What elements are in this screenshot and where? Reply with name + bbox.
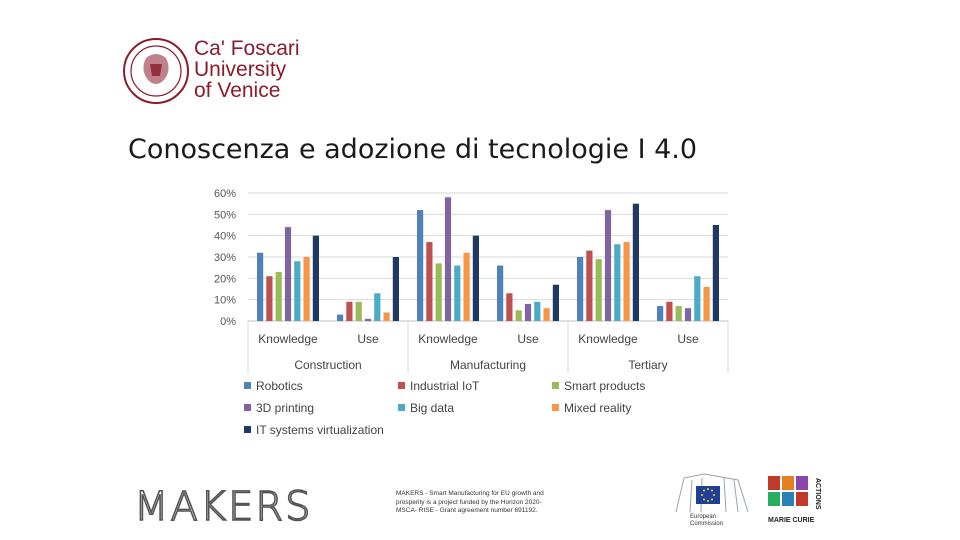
bar-it-systems-virtualization [552, 284, 559, 321]
y-tick-label: 40% [214, 231, 236, 243]
bar-smart-products [355, 301, 362, 321]
bar-industrial-iot [266, 276, 273, 321]
legend-label: Robotics [256, 379, 303, 393]
bar-industrial-iot [426, 242, 433, 321]
bar-mixed-reality [463, 252, 470, 321]
bar-it-systems-virtualization [472, 235, 479, 321]
slide-title: Conoscenza e adozione di tecnologie I 4.… [128, 134, 698, 165]
bar-mixed-reality [383, 312, 390, 321]
y-tick-label: 10% [214, 295, 236, 307]
legend-swatch [244, 382, 251, 389]
bar-smart-products [515, 310, 522, 321]
makers-logo: MAKERS [134, 484, 309, 526]
bar-big-data [534, 301, 541, 321]
funding-disclaimer: MAKERS - Smart Manufacturing for EU grow… [396, 490, 544, 514]
bar-robotics [577, 257, 584, 321]
actions-label: ACTIONS [814, 478, 821, 510]
bar-it-systems-virtualization [712, 225, 719, 321]
x-group-label: Manufacturing [450, 358, 526, 372]
bar-big-data [294, 261, 301, 321]
bar-big-data [614, 244, 621, 321]
x-tick-label: Use [357, 332, 379, 346]
bar-smart-products [675, 306, 682, 321]
university-name-line-2: University [194, 58, 287, 81]
bar-3d-printing [364, 318, 372, 321]
bar-3d-printing [284, 227, 292, 321]
legend-swatch [552, 382, 559, 389]
bar-industrial-iot [586, 250, 593, 321]
bar-robotics [657, 306, 664, 321]
european-commission-logo: European Commission [675, 473, 749, 527]
bar-3d-printing [524, 303, 532, 321]
legend-swatch [398, 404, 405, 411]
legend-label: IT systems virtualization [256, 423, 384, 437]
bar-3d-printing [684, 308, 692, 321]
y-tick-label: 0% [220, 316, 236, 328]
marie-curie-actions-logo: ACTIONS MARIE CURIE [768, 476, 821, 524]
bar-mixed-reality [623, 242, 630, 321]
x-tick-label: Knowledge [578, 332, 638, 346]
bar-smart-products [595, 259, 602, 321]
bar-it-systems-virtualization [312, 235, 319, 321]
university-logo [123, 38, 189, 104]
x-tick-label: Knowledge [418, 332, 478, 346]
legend-label: Smart products [564, 379, 645, 393]
x-group-label: Construction [294, 358, 361, 372]
university-name: Ca' Foscari University of Venice [194, 38, 300, 101]
bar-it-systems-virtualization [632, 203, 639, 321]
y-tick-label: 60% [214, 188, 236, 200]
x-tick-label: Knowledge [258, 332, 318, 346]
legend-swatch [398, 382, 405, 389]
bar-industrial-iot [666, 301, 673, 321]
bar-mixed-reality [543, 308, 550, 321]
university-name-line-1: Ca' Foscari [194, 37, 300, 60]
bar-it-systems-virtualization [392, 257, 399, 321]
eu-label-line-1: European [690, 514, 716, 520]
bar-industrial-iot [346, 301, 353, 321]
university-seal-icon [123, 38, 189, 104]
makers-logo-text: MAKERS [134, 484, 309, 526]
bar-big-data [374, 293, 381, 321]
bar-industrial-iot [506, 293, 513, 321]
bar-chart: 0% 10% 20% 30% 40% 50% 60% Knowledge Use Construc… [214, 188, 729, 437]
legend-label: Mixed reality [564, 401, 631, 415]
bar-3d-printing [444, 197, 452, 321]
bar-smart-products [275, 271, 282, 321]
bar-big-data [454, 265, 461, 321]
bar-mixed-reality [303, 257, 310, 321]
bar-big-data [694, 276, 701, 321]
y-tick-label: 50% [214, 209, 236, 221]
y-tick-label: 30% [214, 252, 236, 264]
legend-label: 3D printing [256, 401, 314, 415]
university-name-line-3: of Venice [194, 79, 281, 102]
legend-swatch [244, 404, 251, 411]
x-group-label: Tertiary [628, 358, 667, 372]
bar-smart-products [435, 263, 442, 321]
bar-mixed-reality [703, 286, 710, 321]
legend-label: Industrial IoT [410, 379, 480, 393]
legend-label: Big data [410, 401, 454, 415]
marie-curie-label: MARIE CURIE [768, 517, 815, 524]
eu-label-line-2: Commission [690, 521, 723, 527]
legend-swatch [244, 426, 251, 433]
bar-robotics [257, 252, 264, 321]
bar-3d-printing [604, 210, 612, 321]
y-tick-label: 20% [214, 273, 236, 285]
eu-flag-icon [696, 486, 720, 504]
legend-swatch [552, 404, 559, 411]
bar-robotics [417, 210, 424, 321]
bar-robotics [337, 314, 344, 321]
bar-robotics [497, 265, 504, 321]
x-tick-label: Use [677, 332, 699, 346]
x-tick-label: Use [517, 332, 539, 346]
